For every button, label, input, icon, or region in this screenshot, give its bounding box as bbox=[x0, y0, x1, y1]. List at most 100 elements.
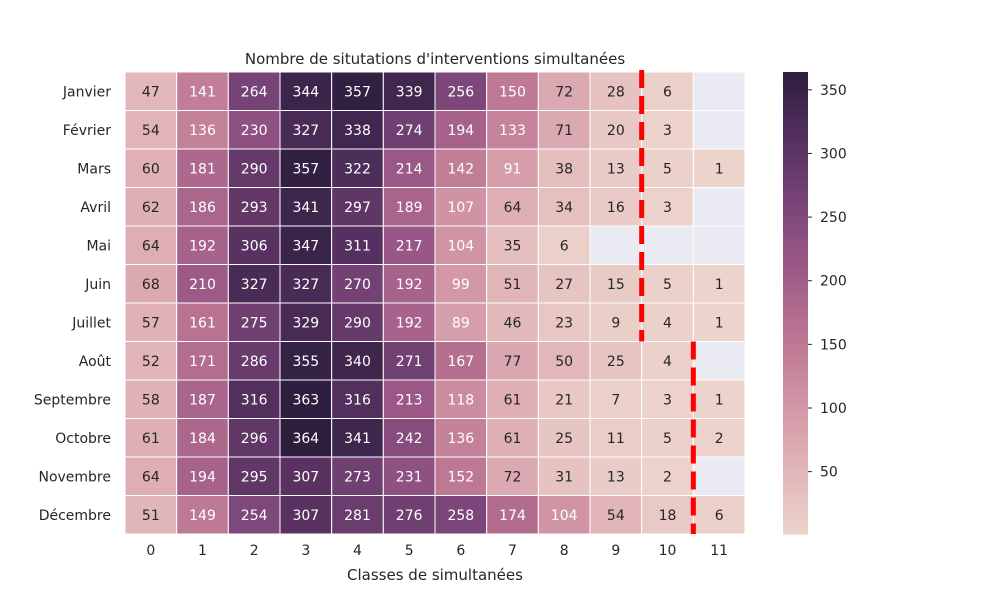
cell-value-label: 327 bbox=[241, 277, 268, 293]
cell-value-label: 104 bbox=[447, 238, 474, 254]
colorbar-segment bbox=[783, 339, 808, 346]
cell-value-label: 171 bbox=[189, 354, 216, 370]
cell-value-label: 5 bbox=[663, 277, 672, 293]
cell-value-label: 297 bbox=[344, 200, 371, 216]
y-tick-label: Février bbox=[63, 123, 111, 139]
x-tick-label: 11 bbox=[710, 543, 728, 559]
heatmap-cell bbox=[589, 379, 643, 419]
heatmap-cell bbox=[537, 187, 591, 227]
cell-value-label: 274 bbox=[396, 123, 423, 139]
cell-value-label: 231 bbox=[396, 469, 423, 485]
cell-value-label: 13 bbox=[607, 469, 625, 485]
heatmap-cell bbox=[434, 110, 488, 150]
cell-value-label: 161 bbox=[189, 315, 216, 331]
heatmap-cell bbox=[486, 225, 539, 265]
heatmap-cell bbox=[279, 495, 333, 535]
x-tick-label: 7 bbox=[508, 543, 517, 559]
colorbar-segment bbox=[783, 423, 808, 429]
heatmap-cell bbox=[227, 302, 281, 342]
cell-value-label: 316 bbox=[241, 392, 268, 408]
colorbar-segment bbox=[783, 196, 808, 202]
colorbar-tick-label: 300 bbox=[820, 146, 847, 162]
cell-value-label: 217 bbox=[396, 238, 423, 254]
y-tick-label: Mars bbox=[77, 161, 111, 177]
cell-value-label: 6 bbox=[663, 84, 672, 100]
colorbar-segment bbox=[783, 85, 808, 92]
cell-value-label: 23 bbox=[555, 315, 573, 331]
cell-value-label: 290 bbox=[241, 161, 268, 177]
colorbar-segment bbox=[783, 321, 808, 327]
colorbar-segment bbox=[783, 219, 808, 226]
heatmap-cell bbox=[537, 110, 591, 150]
colorbar-tick-label: 200 bbox=[820, 274, 847, 290]
y-tick-label: Mai bbox=[86, 238, 111, 254]
colorbar-segment bbox=[783, 358, 808, 364]
heatmap-cell bbox=[486, 110, 539, 150]
colorbar-segment bbox=[783, 473, 808, 480]
colorbar-segment bbox=[783, 395, 808, 401]
cell-value-label: 47 bbox=[142, 84, 160, 100]
cell-value-label: 51 bbox=[504, 277, 522, 293]
heatmap-cell bbox=[331, 148, 384, 188]
x-tick-labels: 0 1 2 3 4 5 6 7 8 9 10 11 bbox=[146, 543, 728, 559]
colorbar-segment bbox=[783, 81, 808, 87]
colorbar-segment bbox=[783, 178, 808, 184]
heatmap-cell bbox=[124, 110, 178, 150]
heatmap-cell bbox=[641, 110, 694, 150]
heatmap-cell bbox=[331, 110, 384, 150]
cell-value-label: 5 bbox=[663, 431, 672, 447]
heatmap-cell bbox=[124, 418, 178, 458]
cell-value-label: 142 bbox=[447, 161, 474, 177]
cell-value-label: 11 bbox=[607, 431, 625, 447]
cell-value-label: 307 bbox=[292, 469, 319, 485]
heatmap-cell bbox=[382, 302, 436, 342]
x-tick-label: 6 bbox=[456, 543, 465, 559]
colorbar-segment bbox=[783, 487, 808, 494]
colorbar-segment bbox=[783, 460, 808, 466]
colorbar-segment bbox=[783, 441, 808, 447]
x-tick-label: 10 bbox=[659, 543, 677, 559]
cell-value-label: 7 bbox=[611, 392, 620, 408]
colorbar-segment bbox=[783, 247, 808, 253]
heatmap-cell bbox=[279, 302, 333, 342]
colorbar-segment bbox=[783, 381, 808, 387]
colorbar-segment bbox=[783, 215, 808, 221]
colorbar-segment bbox=[783, 427, 808, 433]
cell-value-label: 329 bbox=[292, 315, 319, 331]
cell-value-label: 60 bbox=[142, 161, 160, 177]
heatmap-cell bbox=[176, 495, 229, 535]
cell-value-label: 290 bbox=[344, 315, 371, 331]
colorbar-segment bbox=[783, 307, 808, 313]
y-tick-label: Avril bbox=[80, 200, 111, 216]
colorbar-segment bbox=[783, 118, 808, 124]
colorbar-segment bbox=[783, 72, 808, 78]
cell-value-label: 256 bbox=[447, 84, 474, 100]
heatmap-cell bbox=[331, 495, 384, 535]
heatmap-cell bbox=[434, 264, 488, 304]
colorbar-segment bbox=[783, 506, 808, 512]
colorbar-segment bbox=[783, 169, 808, 175]
cell-value-label: 152 bbox=[447, 469, 474, 485]
y-tick-label: Juin bbox=[84, 277, 111, 293]
cell-value-label: 9 bbox=[611, 315, 620, 331]
cell-value-label: 3 bbox=[663, 392, 672, 408]
heatmap-cell bbox=[589, 110, 643, 150]
cell-value-label: 174 bbox=[499, 508, 526, 524]
heatmap-cell bbox=[641, 418, 694, 458]
heatmap-cell bbox=[589, 264, 643, 304]
colorbar-segment bbox=[783, 469, 808, 475]
heatmap-cell bbox=[176, 379, 229, 419]
cell-value-label: 311 bbox=[344, 238, 371, 254]
cell-value-label: 327 bbox=[292, 123, 319, 139]
cell-value-label: 77 bbox=[504, 354, 522, 370]
cell-value-label: 72 bbox=[504, 469, 522, 485]
colorbar-segment bbox=[783, 409, 808, 415]
colorbar-tick-label: 100 bbox=[820, 401, 847, 417]
heatmap-cell bbox=[331, 187, 384, 227]
heatmap-cell bbox=[176, 187, 229, 227]
colorbar-segment bbox=[783, 266, 808, 272]
heatmap-cell bbox=[124, 264, 178, 304]
threshold-lines bbox=[639, 70, 696, 534]
colorbar-segment bbox=[783, 122, 808, 129]
cell-value-label: 194 bbox=[447, 123, 474, 139]
